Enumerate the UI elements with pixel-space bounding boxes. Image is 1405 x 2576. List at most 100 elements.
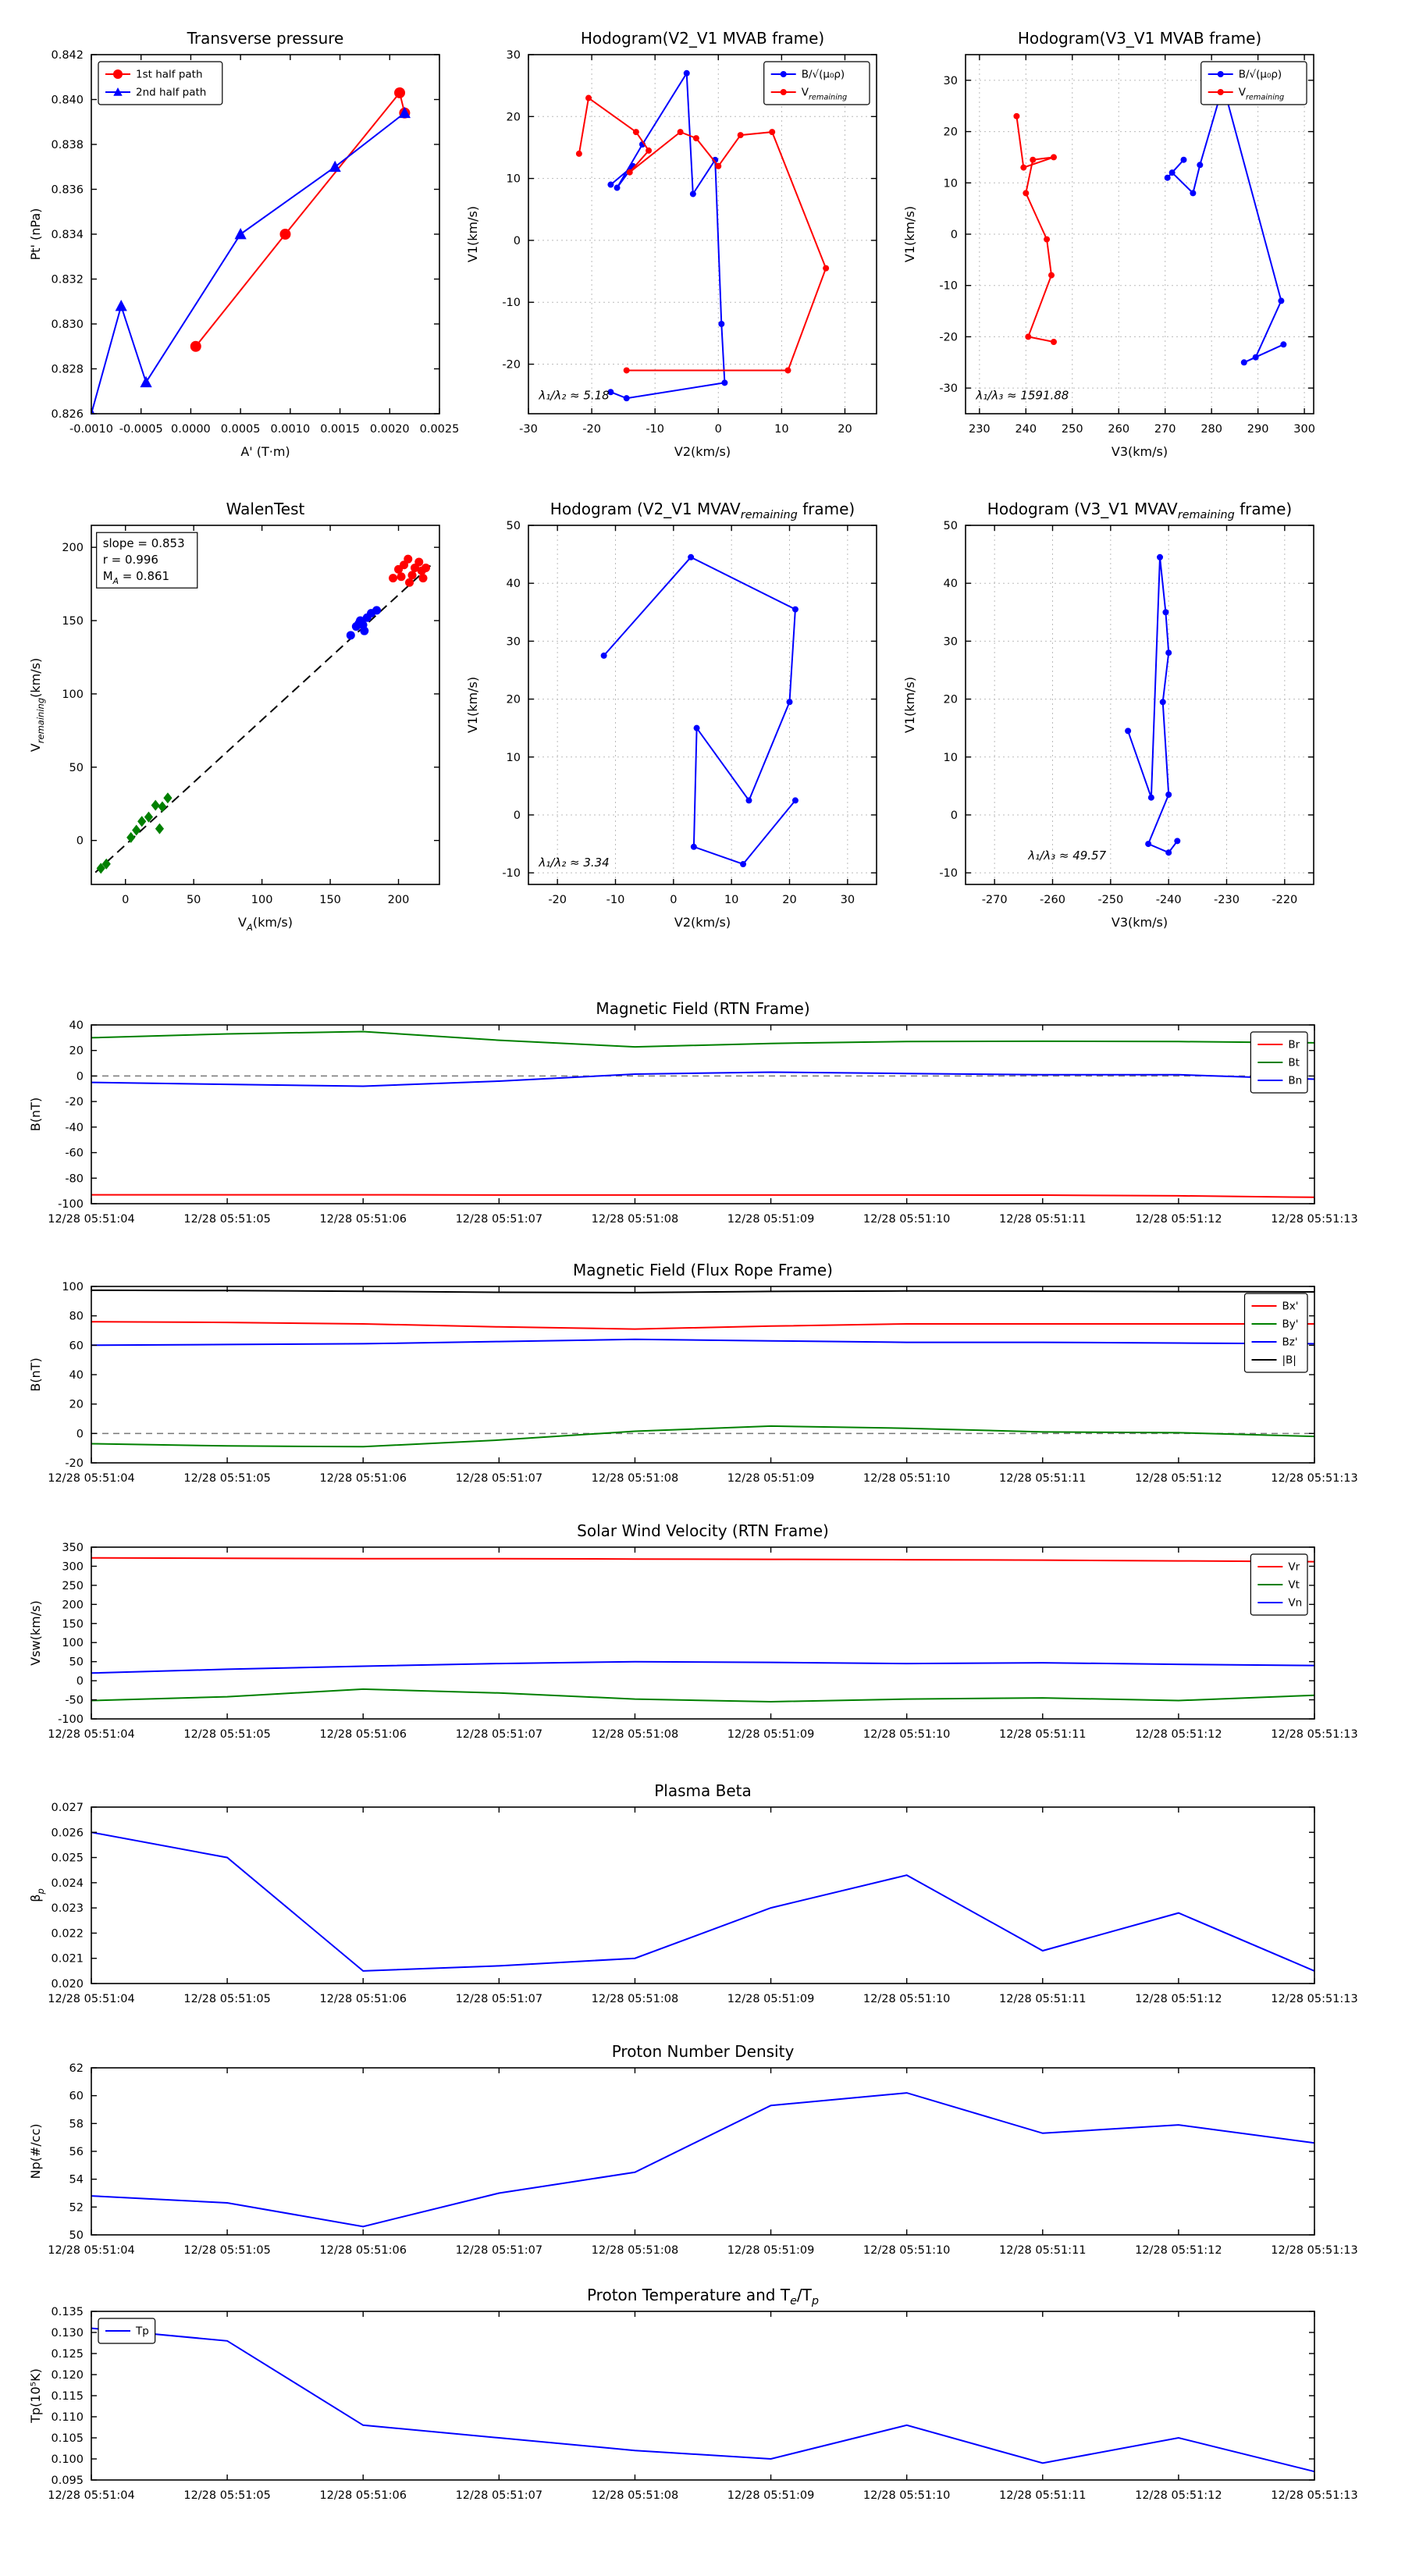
svg-text:Tp: Tp [135,2325,149,2338]
svg-text:Pt' (nPa): Pt' (nPa) [28,208,43,261]
svg-text:Vt: Vt [1288,1579,1300,1592]
svg-text:2nd half path: 2nd half path [136,87,206,99]
svg-text:200: 200 [62,1599,84,1611]
svg-text:0.022: 0.022 [51,1927,84,1940]
svg-text:0.026: 0.026 [51,1827,84,1839]
svg-text:0.836: 0.836 [51,184,84,197]
svg-text:|B|: |B| [1282,1354,1297,1367]
svg-text:Np(#/cc): Np(#/cc) [28,2124,43,2179]
svg-text:-10: -10 [502,867,521,880]
svg-text:Magnetic Field (RTN Frame): Magnetic Field (RTN Frame) [596,999,809,1018]
svg-text:B(nT): B(nT) [28,1098,43,1131]
svg-text:12/28 05:51:09: 12/28 05:51:09 [727,1213,815,1226]
svg-text:0.828: 0.828 [51,364,84,376]
svg-text:V1(km/s): V1(km/s) [465,677,480,733]
svg-text:Proton Temperature and Te/Tp: Proton Temperature and Te/Tp [587,2286,819,2307]
svg-text:100: 100 [62,688,84,701]
svg-text:V1(km/s): V1(km/s) [902,677,917,733]
svg-text:-270: -270 [982,894,1008,906]
svg-text:0.115: 0.115 [51,2390,84,2403]
svg-text:1st half path: 1st half path [136,69,203,81]
svg-text:12/28 05:51:04: 12/28 05:51:04 [48,1472,135,1485]
svg-text:-100: -100 [58,1713,84,1726]
svg-text:12/28 05:51:12: 12/28 05:51:12 [1135,1993,1222,2005]
svg-text:20: 20 [69,1045,84,1058]
svg-text:A' (T·m): A' (T·m) [240,444,290,459]
svg-text:50: 50 [507,520,521,532]
svg-text:12/28 05:51:11: 12/28 05:51:11 [999,1213,1087,1226]
svg-text:V1(km/s): V1(km/s) [902,206,917,262]
svg-text:200: 200 [62,542,84,554]
chart-hodogram-v3v1-mvav: -270 -260 -250 -240 -230 -220 -10 0 10 20 30 40 50 Ho… [894,480,1343,933]
svg-text:100: 100 [62,1637,84,1649]
svg-text:300: 300 [62,1560,84,1573]
svg-text:-220: -220 [1272,894,1297,906]
svg-text:βp: βp [28,1888,46,1902]
svg-text:12/28 05:51:09: 12/28 05:51:09 [727,1728,815,1741]
svg-text:40: 40 [69,1369,84,1382]
svg-text:MA = 0.861: MA = 0.861 [103,569,169,586]
svg-text:12/28 05:51:10: 12/28 05:51:10 [863,1993,951,2005]
svg-text:12/28 05:51:12: 12/28 05:51:12 [1135,1213,1222,1226]
svg-text:12/28 05:51:08: 12/28 05:51:08 [592,2489,679,2502]
svg-text:Vremaining(km/s): Vremaining(km/s) [28,658,46,752]
svg-text:Vremaining: Vremaining [802,87,848,102]
svg-text:-10: -10 [646,423,664,436]
svg-text:260: 260 [1108,423,1129,436]
svg-text:40: 40 [944,578,958,590]
svg-text:240: 240 [1015,423,1037,436]
svg-text:12/28 05:51:05: 12/28 05:51:05 [183,1728,271,1741]
svg-text:0: 0 [76,1070,84,1083]
svg-text:-50: -50 [65,1695,84,1707]
svg-text:12/28 05:51:07: 12/28 05:51:07 [456,1472,543,1485]
svg-text:-20: -20 [502,359,521,372]
chart-walen-test: 0 50 100 150 200 0 50 100 150 200 WalenTest VA(km/s… [20,480,468,933]
svg-text:0.110: 0.110 [51,2411,84,2424]
svg-text:0.0020: 0.0020 [370,423,410,436]
svg-text:V2(km/s): V2(km/s) [674,444,731,459]
svg-text:0: 0 [122,894,129,906]
svg-text:12/28 05:51:08: 12/28 05:51:08 [592,1993,679,2005]
chart-transverse-pressure: -0.0010 -0.0005 0.0000 0.0005 0.0010 0.0015 0.… [20,12,468,461]
svg-text:0.830: 0.830 [51,318,84,331]
svg-text:12/28 05:51:04: 12/28 05:51:04 [48,2489,135,2502]
svg-text:12/28 05:51:10: 12/28 05:51:10 [863,1728,951,1741]
chart-hodogram-v2v1-mvav: -20 -10 0 10 20 30 -10 0 10 20 30 40 50 Hodogram (V2_… [457,480,905,933]
svg-text:12/28 05:51:10: 12/28 05:51:10 [863,1213,951,1226]
svg-text:12/28 05:51:04: 12/28 05:51:04 [48,2244,135,2257]
svg-text:12/28 05:51:11: 12/28 05:51:11 [999,2489,1087,2502]
svg-text:-100: -100 [58,1198,84,1211]
svg-text:0.0025: 0.0025 [420,423,460,436]
svg-text:Vremaining: Vremaining [1239,87,1285,102]
svg-text:-60: -60 [65,1147,84,1160]
svg-text:12/28 05:51:13: 12/28 05:51:13 [1271,1472,1358,1485]
chart-magnetic-field-flux-rope: 12/28 05:51:04 12/28 05:51:05 12/28 05:51:… [20,1253,1389,1487]
svg-text:0.024: 0.024 [51,1877,84,1890]
svg-text:0.135: 0.135 [51,2306,84,2318]
svg-text:80: 80 [69,1311,84,1323]
svg-text:0.025: 0.025 [51,1852,84,1865]
svg-text:V1(km/s): V1(km/s) [465,206,480,262]
svg-text:Hodogram(V3_V1 MVAB frame): Hodogram(V3_V1 MVAB frame) [1018,29,1261,48]
svg-text:0: 0 [76,835,84,848]
svg-text:230: 230 [969,423,991,436]
svg-text:52: 52 [69,2201,84,2214]
svg-text:12/28 05:51:08: 12/28 05:51:08 [592,1728,679,1741]
svg-text:Br: Br [1288,1039,1300,1051]
svg-text:58: 58 [69,2118,84,2130]
svg-text:150: 150 [62,615,84,628]
svg-text:Hodogram (V3_V1 MVAVremaining: Hodogram (V3_V1 MVAVremaining frame) [987,500,1292,521]
svg-text:-30: -30 [939,382,958,395]
svg-text:0.838: 0.838 [51,139,84,151]
svg-text:12/28 05:51:07: 12/28 05:51:07 [456,1728,543,1741]
svg-text:50: 50 [69,2229,84,2242]
svg-text:10: 10 [944,752,958,764]
svg-text:12/28 05:51:04: 12/28 05:51:04 [48,1213,135,1226]
svg-text:slope = 0.853: slope = 0.853 [103,536,185,550]
svg-text:-20: -20 [939,331,958,343]
svg-text:12/28 05:51:05: 12/28 05:51:05 [183,1993,271,2005]
svg-text:λ₁/λ₃ ≈ 1591.88: λ₁/λ₃ ≈ 1591.88 [975,389,1069,403]
svg-text:-260: -260 [1040,894,1065,906]
svg-text:12/28 05:51:11: 12/28 05:51:11 [999,2244,1087,2257]
svg-text:20: 20 [507,694,521,706]
